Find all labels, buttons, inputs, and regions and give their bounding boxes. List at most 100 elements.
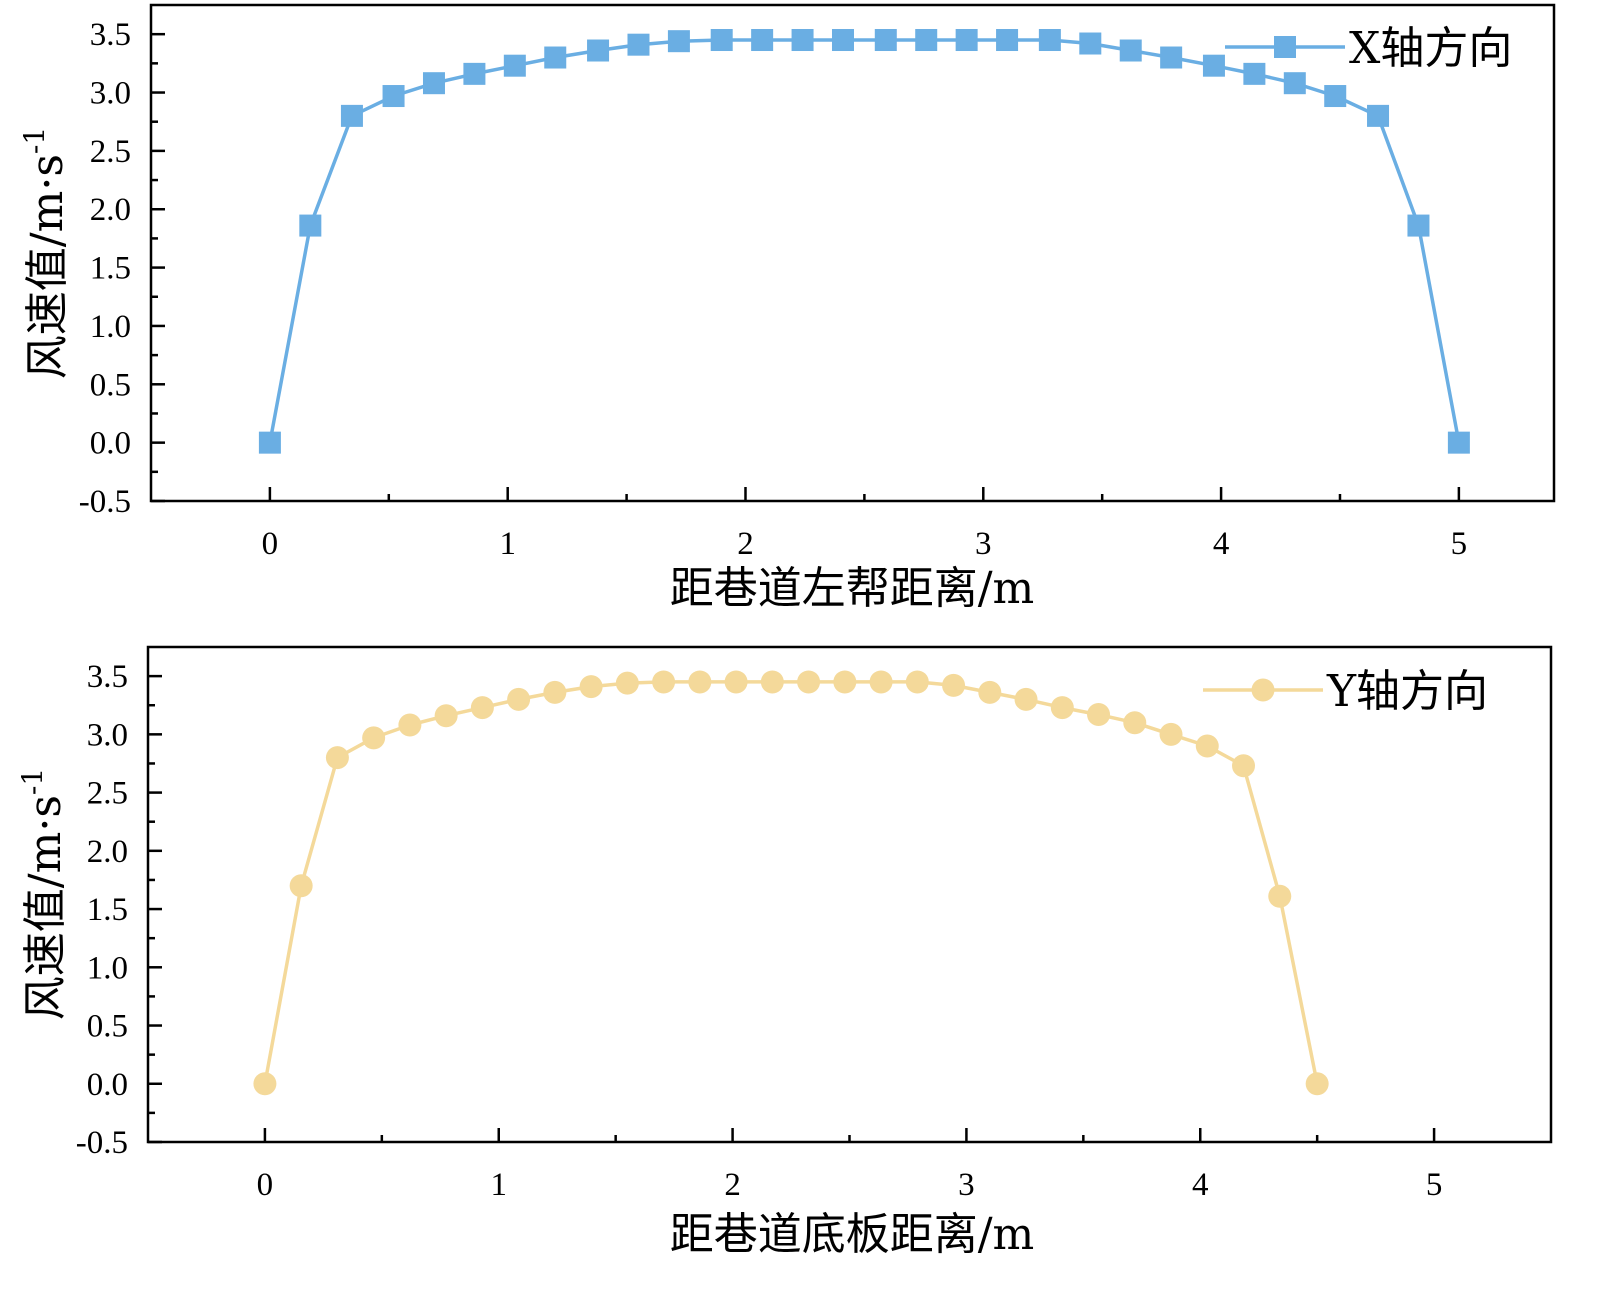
x-tick-label: 3 (975, 526, 992, 562)
x-tick-label: 3 (958, 1167, 975, 1203)
data-point-marker (340, 104, 363, 127)
data-point-marker (874, 29, 897, 52)
data-point-marker (1367, 104, 1390, 127)
data-point-marker (615, 671, 639, 695)
data-point-marker (325, 746, 349, 770)
data-point-marker (1087, 703, 1111, 727)
y-tick-label: 3.5 (87, 659, 128, 695)
data-point-marker (289, 874, 313, 898)
y-tick-label: 1.0 (87, 950, 128, 986)
y-tick-label: 2.5 (90, 134, 131, 170)
axis-ticks: 0 1 2 3 4 5 -0.5 0.0 0.5 1.0 1.5 2.0 2.5 3.0 3.5 (76, 659, 1443, 1203)
legend-marker (1274, 36, 1296, 58)
x-axis-label: 距巷道左帮距离/m (670, 563, 1035, 614)
x-tick-label: 0 (257, 1167, 274, 1203)
chart-panel-y-direction: 0 1 2 3 4 5-0.50.00.51.01.52.02.53.03.5 Y轴方向 … (16, 645, 1553, 1260)
y-tick-label: 3.0 (87, 717, 128, 753)
data-point-marker (996, 29, 1019, 52)
data-point-marker (1305, 1072, 1329, 1096)
data-point-marker (1202, 54, 1225, 77)
data-point-marker (724, 670, 748, 694)
data-point-marker (1050, 696, 1074, 720)
data-point-marker (1014, 687, 1038, 711)
legend-marker (1251, 678, 1275, 702)
data-point-marker (1079, 32, 1102, 55)
data-point-marker (688, 670, 712, 694)
data-point-marker (507, 687, 531, 711)
x-tick-label: 4 (1213, 526, 1230, 562)
x-tick-label: 0 (262, 526, 279, 562)
data-point-marker (1268, 884, 1292, 908)
data-point-marker (253, 1072, 277, 1096)
y-tick-label: 0.0 (90, 426, 131, 462)
data-point-marker (831, 29, 854, 52)
data-point-marker (544, 46, 567, 69)
y-tick-label: 3.0 (90, 76, 131, 112)
legend-label: X轴方向 (1349, 23, 1512, 74)
y-tick-label: 0.5 (90, 367, 131, 403)
series-layer (258, 29, 1470, 454)
data-point-marker (1038, 29, 1061, 52)
x-tick-label: 1 (499, 526, 516, 562)
x-tick-label: 1 (491, 1167, 508, 1203)
plot-frame (149, 3, 1556, 503)
data-point-marker (797, 670, 821, 694)
data-point-marker (1447, 431, 1470, 454)
x-axis-label: 距巷道底板距离/m (670, 1209, 1035, 1260)
data-point-marker (1195, 734, 1219, 758)
data-point-marker (652, 670, 676, 694)
legend: X轴方向 (1225, 23, 1512, 74)
legend-label: Y轴方向 (1326, 666, 1488, 717)
y-tick-label: -0.5 (76, 1125, 128, 1161)
y-axis-label-text: 风速值/m·s (20, 795, 71, 1020)
y-axis-label: 风速值/m·s-1 (18, 127, 73, 379)
y-tick-label: 0.0 (87, 1067, 128, 1103)
data-point-marker (978, 680, 1002, 704)
chart-panel-x-direction: 0 1 2 3 4 5-0.50.00.51.01.52.02.53.03.5 X轴方向 … (18, 3, 1556, 614)
y-tick-label: 1.5 (90, 251, 131, 287)
legend: Y轴方向 (1203, 666, 1488, 717)
data-point-marker (587, 39, 610, 62)
x-tick-label: 2 (737, 526, 754, 562)
data-point-marker (905, 670, 929, 694)
data-point-marker (543, 680, 567, 704)
data-point-marker (955, 29, 978, 52)
y-tick-label: 0.5 (87, 1009, 128, 1045)
y-axis-label-text: 风速值/m·s (22, 154, 73, 379)
data-point-marker (1243, 62, 1266, 85)
y-tick-label: 2.0 (90, 192, 131, 228)
series-line (263, 680, 1319, 1085)
data-point-marker (1123, 711, 1147, 735)
y-tick-label: 2.0 (87, 834, 128, 870)
data-point-marker (258, 431, 281, 454)
data-point-marker (1283, 72, 1306, 95)
data-point-marker (299, 214, 322, 237)
y-axis-label: 风速值/m·s-1 (16, 768, 71, 1020)
data-point-marker (833, 670, 857, 694)
data-point-marker (942, 673, 966, 697)
x-tick-label: 2 (724, 1167, 741, 1203)
y-tick-label: -0.5 (79, 484, 131, 520)
series-line (268, 38, 1461, 443)
y-axis-label-superscript: -1 (16, 768, 49, 795)
plot-frame (146, 645, 1553, 1144)
data-point-marker (1232, 754, 1256, 778)
x-tick-label: 5 (1451, 526, 1468, 562)
data-point-marker (1407, 214, 1430, 237)
data-point-marker (667, 30, 690, 53)
data-point-marker (422, 72, 445, 95)
data-point-marker (398, 713, 422, 737)
data-point-marker (434, 704, 458, 728)
y-tick-label: 1.5 (87, 892, 128, 928)
y-axis-label-superscript: -1 (18, 127, 51, 154)
y-tick-label: 1.0 (90, 309, 131, 345)
series-layer (253, 670, 1329, 1096)
data-point-marker (503, 54, 526, 77)
data-point-marker (470, 696, 494, 720)
data-point-marker (579, 675, 603, 699)
y-tick-label: 3.5 (90, 17, 131, 53)
data-point-marker (869, 670, 893, 694)
x-tick-label: 4 (1192, 1167, 1209, 1203)
data-point-marker (751, 29, 774, 52)
data-point-marker (1324, 85, 1347, 108)
